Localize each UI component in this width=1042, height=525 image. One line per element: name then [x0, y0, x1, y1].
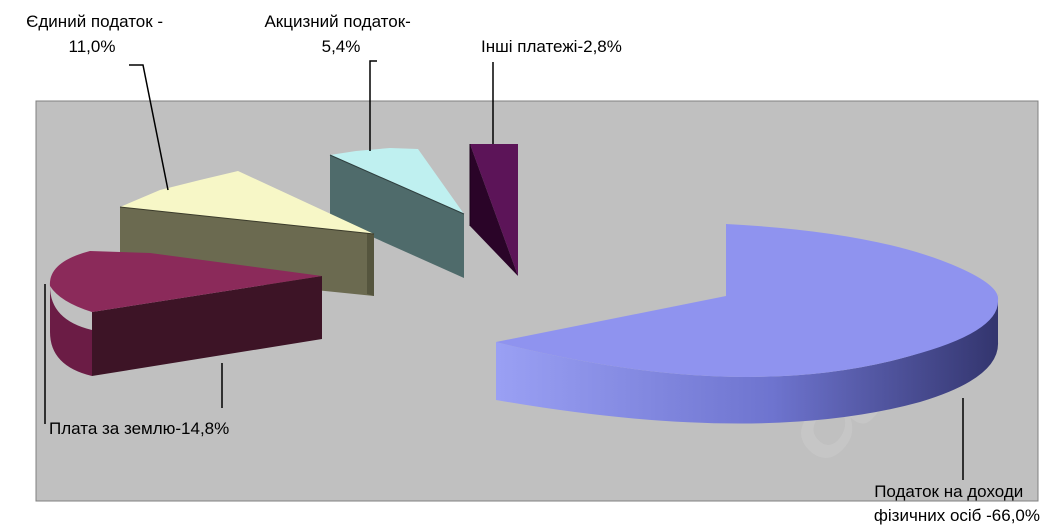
label-other-line1: Інші платежі-2,8% [481, 37, 622, 56]
pie-slice-excise [329, 148, 465, 278]
pie-slice-personal-income-tax [496, 224, 999, 424]
label-personal-income-tax: Податок на доходи фізичних осіб -66,0% [874, 482, 1040, 525]
label-excise-line2: 5,4% [322, 37, 361, 56]
label-single-tax-line2: 11,0% [69, 37, 116, 56]
label-other: Інші платежі-2,8% [481, 37, 622, 56]
leader-lines [44, 60, 964, 480]
label-single-tax: Єдиний податок - 11,0% [26, 12, 168, 56]
label-excise-line1: Акцизний податок- [264, 12, 410, 31]
label-land-fee-line1: Плата за землю-14,8% [49, 419, 229, 438]
pie-slice-land-fee [49, 251, 323, 376]
label-personal-income-tax-line1: Податок на доходи [874, 482, 1023, 501]
label-single-tax-line1: Єдиний податок - [26, 12, 163, 31]
pie-slice-other [469, 144, 518, 276]
label-personal-income-tax-line2: фізичних осіб -66,0% [874, 506, 1040, 525]
leader-line-single-tax [129, 64, 169, 191]
label-excise: Акцизний податок- 5,4% [264, 12, 415, 56]
leader-line-excise [369, 60, 377, 151]
label-land-fee: Плата за землю-14,8% [49, 419, 229, 438]
